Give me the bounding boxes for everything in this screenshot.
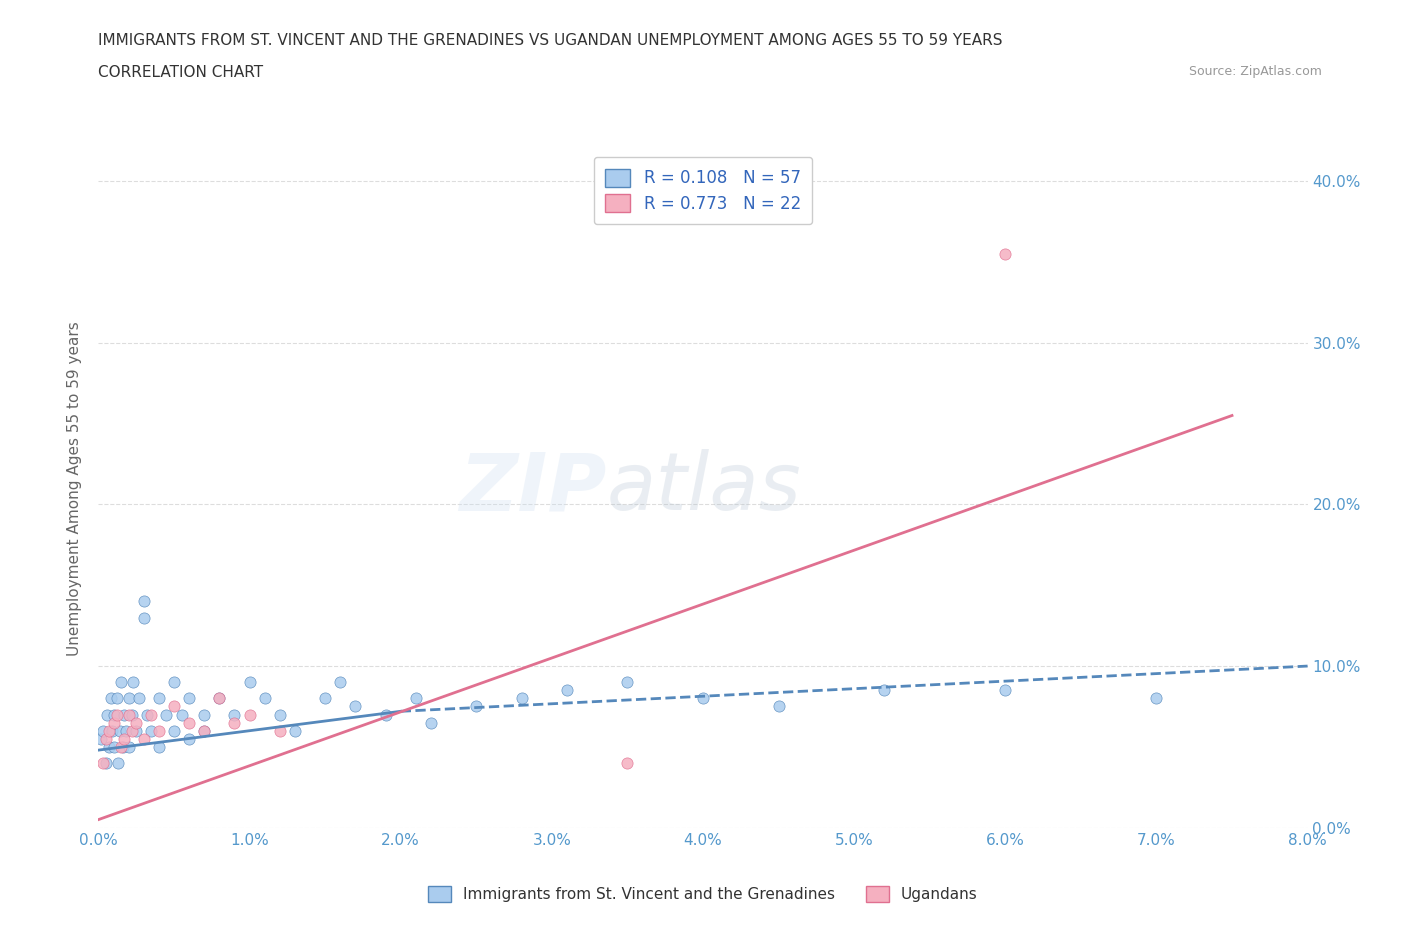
Point [103,715,125,730]
Point [239,707,262,722]
Text: Source: ZipAtlas.com: Source: ZipAtlas.com [1188,65,1322,78]
Point [555,683,578,698]
Text: CORRELATION CHART: CORRELATION CHART [98,65,263,80]
Point [284,724,307,738]
Point [121,724,143,738]
Point [269,724,291,738]
Y-axis label: Unemployment Among Ages 55 to 59 years: Unemployment Among Ages 55 to 59 years [67,321,83,656]
Point [96,707,118,722]
Point [118,691,141,706]
Point [179,731,201,746]
Point [148,724,170,738]
Point [110,739,132,754]
Point [98,739,121,754]
Point [118,707,141,722]
Point [994,246,1017,261]
Point [91,755,114,770]
Point [103,707,125,722]
Point [135,707,157,722]
Point [125,724,148,738]
Point [94,755,117,770]
Text: ZIP: ZIP [458,449,606,527]
Point [141,724,163,738]
Point [114,724,136,738]
Point [1146,691,1168,706]
Point [132,610,155,625]
Point [224,707,246,722]
Point [90,731,112,746]
Point [179,715,201,730]
Point [105,691,128,706]
Point [163,699,186,714]
Point [208,691,231,706]
Point [193,707,215,722]
Point [224,715,246,730]
Point [132,731,155,746]
Point [105,707,128,722]
Point [110,675,132,690]
Point [179,691,201,706]
Point [163,675,186,690]
Point [329,675,352,690]
Text: IMMIGRANTS FROM ST. VINCENT AND THE GRENADINES VS UGANDAN UNEMPLOYMENT AMONG AGE: IMMIGRANTS FROM ST. VINCENT AND THE GREN… [98,33,1002,47]
Point [100,691,122,706]
Point [193,724,215,738]
Point [118,739,141,754]
Point [128,691,150,706]
Point [374,707,396,722]
Point [193,724,215,738]
Point [253,691,276,706]
Point [465,699,488,714]
Point [314,691,336,706]
Point [91,724,114,738]
Point [111,739,134,754]
Point [420,715,443,730]
Point [616,755,638,770]
Point [103,739,125,754]
Point [155,707,177,722]
Point [121,707,143,722]
Point [148,739,170,754]
Point [132,594,155,609]
Point [768,699,790,714]
Point [148,691,170,706]
Point [692,691,714,706]
Point [122,675,145,690]
Point [107,755,129,770]
Point [112,731,135,746]
Point [112,707,135,722]
Point [141,707,163,722]
Point [994,683,1017,698]
Text: atlas: atlas [606,449,801,527]
Point [163,724,186,738]
Legend: R = 0.108   N = 57, R = 0.773   N = 22: R = 0.108 N = 57, R = 0.773 N = 22 [593,157,813,224]
Point [98,724,121,738]
Point [616,675,638,690]
Point [101,724,124,738]
Point [170,707,193,722]
Legend: Immigrants from St. Vincent and the Grenadines, Ugandans: Immigrants from St. Vincent and the Gren… [422,880,984,909]
Point [208,691,231,706]
Point [239,675,262,690]
Point [125,715,148,730]
Point [94,731,117,746]
Point [269,707,291,722]
Point [510,691,533,706]
Point [873,683,896,698]
Point [344,699,367,714]
Point [405,691,427,706]
Point [108,724,131,738]
